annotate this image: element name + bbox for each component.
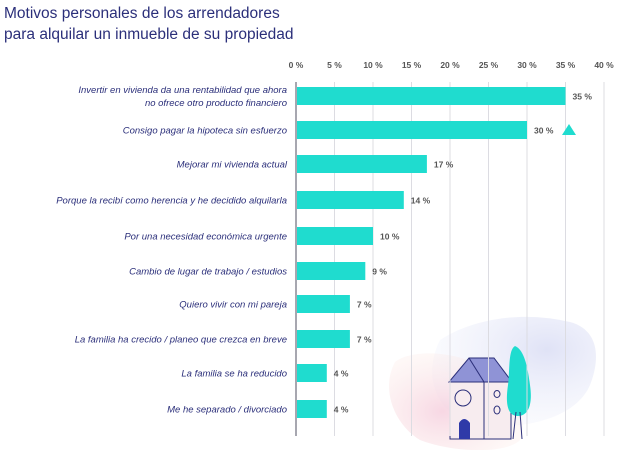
value-label: 4 % (334, 369, 349, 379)
bar (297, 155, 427, 173)
value-label: 14 % (411, 196, 431, 206)
x-tick-label: 20 % (440, 60, 460, 70)
x-tick-label: 35 % (556, 60, 576, 70)
chart-title-line1: Motivos personales de los arrendadores (4, 5, 280, 22)
category-label: La familia ha crecido / planeo que crezc… (75, 335, 287, 346)
category-label: Porque la recibí como herencia y he deci… (56, 196, 287, 207)
category-label: La familia se ha reducido (181, 369, 287, 380)
house-illustration (389, 316, 596, 450)
category-label: no ofrece otro producto financiero (145, 98, 287, 109)
value-label: 7 % (357, 300, 372, 310)
x-tick-label: 0 % (289, 60, 304, 70)
value-label: 17 % (434, 160, 454, 170)
tree-icon (506, 346, 531, 440)
bar (297, 262, 366, 280)
bar (297, 330, 350, 348)
up-triangle-icon (562, 124, 576, 135)
category-label: Quiero vivir con mi pareja (179, 300, 287, 311)
bar (297, 87, 566, 105)
category-label: Consigo pagar la hipoteca sin esfuerzo (123, 126, 287, 137)
house-icon (447, 357, 513, 440)
value-label: 35 % (573, 92, 593, 102)
category-label: Me he separado / divorciado (167, 405, 287, 416)
x-tick-label: 25 % (479, 60, 499, 70)
bar (297, 295, 350, 313)
category-label: Cambio de lugar de trabajo / estudios (129, 267, 287, 278)
chart-title-line2: para alquilar un inmueble de su propieda… (4, 26, 294, 43)
bar (297, 364, 327, 382)
x-tick-label: 30 % (517, 60, 537, 70)
bar (297, 227, 373, 245)
x-tick-label: 15 % (402, 60, 422, 70)
value-label: 10 % (380, 232, 400, 242)
value-label: 4 % (334, 405, 349, 415)
category-label: Invertir en vivienda da una rentabilidad… (78, 85, 287, 96)
value-label: 7 % (357, 335, 372, 345)
bar (297, 121, 527, 139)
chart-title: Motivos personales de los arrendadores p… (4, 3, 294, 45)
value-label: 30 % (534, 126, 554, 136)
x-tick-label: 5 % (327, 60, 342, 70)
category-label: Mejorar mi vivienda actual (177, 160, 288, 171)
bar (297, 400, 327, 418)
x-tick-label: 40 % (594, 60, 614, 70)
x-tick-label: 10 % (363, 60, 383, 70)
category-label: Por una necesidad económica urgente (124, 232, 287, 243)
value-label: 9 % (372, 267, 387, 277)
bar (297, 191, 404, 209)
